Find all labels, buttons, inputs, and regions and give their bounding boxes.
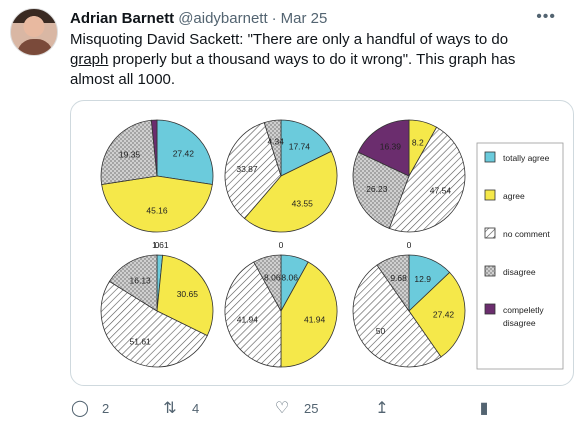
hashtag-link[interactable]: graph bbox=[70, 51, 109, 68]
analytics-button[interactable]: ▮ bbox=[474, 398, 494, 418]
pie-slice-disagree bbox=[253, 254, 282, 313]
pie-slice-no-comment bbox=[388, 126, 466, 233]
tweet-date[interactable]: Mar 25 bbox=[280, 9, 328, 27]
like-button[interactable]: ♡ 25 bbox=[272, 398, 319, 418]
pie-5: 8.06 41.94 41.94 8.06 0 bbox=[224, 240, 338, 368]
pie-data-label: 26.23 bbox=[366, 184, 388, 194]
pie-data-label: 16.13 bbox=[130, 276, 152, 286]
pie-slice-disagree bbox=[352, 151, 410, 229]
pie-data-label: 33.87 bbox=[236, 164, 258, 174]
pie-slice-agree bbox=[101, 175, 213, 233]
legend-swatch-totally-agree bbox=[484, 151, 496, 163]
pie-data-label: 43.55 bbox=[292, 198, 314, 208]
pie-slice-disagree bbox=[108, 254, 158, 312]
pie-slice-no-comment bbox=[352, 264, 442, 368]
legend-swatch-no-comment bbox=[484, 227, 496, 239]
pie-slice-agree bbox=[280, 261, 338, 368]
pie-data-label: 1.61 bbox=[152, 240, 169, 250]
pie-chart-figure: 27.42 45.16 19.35 17.74 43.55 33.87 4.34 8.2 47.… bbox=[100, 119, 564, 370]
pie-slice-totally-agree bbox=[156, 119, 214, 185]
pie-2: 17.74 43.55 33.87 4.34 bbox=[224, 119, 338, 233]
pie-4: 1.61 30.65 51.61 16.13 0 bbox=[100, 240, 214, 368]
pie-data-label: 0 bbox=[407, 240, 412, 250]
pie-slice-disagree bbox=[263, 119, 282, 177]
share-button[interactable]: ↥ bbox=[372, 398, 392, 418]
legend-label: disagree bbox=[503, 267, 536, 277]
pie-data-label: 41.94 bbox=[304, 315, 326, 325]
more-icon[interactable]: ••• bbox=[536, 8, 556, 25]
legend-label: compeletly bbox=[503, 305, 544, 315]
author-handle[interactable]: @aidybarnett bbox=[178, 9, 268, 27]
pie-slice-completely-disagree bbox=[150, 119, 158, 177]
legend-swatch-disagree bbox=[484, 265, 496, 277]
retweet-count: 4 bbox=[192, 400, 200, 416]
pie-data-label: 27.42 bbox=[173, 148, 195, 158]
share-icon: ↥ bbox=[375, 400, 389, 417]
pie-slice-agree bbox=[156, 254, 214, 337]
legend-box bbox=[476, 142, 564, 370]
pie-data-label: 9.68 bbox=[390, 273, 407, 283]
pie-slice-totally-agree bbox=[280, 119, 332, 177]
tweet-image[interactable]: 27.42 45.16 19.35 17.74 43.55 33.87 4.34 8.2 47.… bbox=[70, 100, 574, 386]
legend-label: no comment bbox=[503, 229, 550, 239]
pie-6: 12.9 27.42 50 9.68 0 bbox=[352, 240, 466, 368]
pie-data-label: 0 bbox=[279, 240, 284, 250]
pie-data-label: 27.42 bbox=[433, 310, 455, 320]
pie-slice-no-comment bbox=[224, 122, 282, 220]
tweet-text: Misquoting David Sackett: "There are onl… bbox=[70, 30, 550, 90]
pie-slice-agree bbox=[243, 150, 338, 233]
retweet-button[interactable]: ⇅ 4 bbox=[160, 398, 199, 418]
tweet-header: Adrian Barnett @aidybarnett · Mar 25 bbox=[70, 8, 327, 28]
separator-dot: · bbox=[271, 9, 277, 27]
reply-button[interactable]: ◯ 2 bbox=[70, 398, 109, 418]
pie-slice-agree bbox=[408, 271, 466, 358]
pie-data-label: 0 bbox=[155, 240, 160, 250]
legend-label: disagree bbox=[503, 318, 536, 328]
legend-swatch-agree bbox=[484, 189, 496, 201]
pie-data-label: 41.94 bbox=[237, 315, 259, 325]
tweet-text-part: Misquoting David Sackett: "There are onl… bbox=[70, 31, 509, 48]
pie-3: 8.2 47.54 26.23 16.39 bbox=[352, 119, 466, 233]
pie-data-label: 50 bbox=[376, 326, 386, 336]
retweet-icon: ⇅ bbox=[163, 400, 177, 417]
pie-1: 27.42 45.16 19.35 bbox=[100, 119, 214, 233]
analytics-icon: ▮ bbox=[479, 400, 489, 417]
pie-data-label: 45.16 bbox=[146, 206, 168, 216]
pie-slice-disagree bbox=[100, 119, 158, 185]
pie-data-label: 8.06 bbox=[281, 272, 298, 282]
reply-count: 2 bbox=[102, 400, 110, 416]
pie-data-label: 4.34 bbox=[267, 137, 284, 147]
pie-data-label: 30.65 bbox=[177, 289, 199, 299]
tweet-text-part: properly but a thousand ways to do it wr… bbox=[70, 51, 516, 88]
heart-icon: ♡ bbox=[274, 400, 290, 417]
pie-data-label: 12.9 bbox=[414, 274, 431, 284]
avatar[interactable] bbox=[10, 8, 58, 56]
pie-slice-completely-disagree bbox=[357, 119, 410, 177]
like-count: 25 bbox=[304, 400, 319, 416]
action-bar: ◯ 2 ⇅ 4 ♡ 25 ↥ ▮ bbox=[70, 398, 510, 420]
author-name[interactable]: Adrian Barnett bbox=[70, 9, 175, 27]
pie-data-label: 17.74 bbox=[289, 142, 311, 152]
reply-icon: ◯ bbox=[71, 400, 89, 417]
legend-swatch-completely-disagree bbox=[484, 303, 496, 315]
pie-data-label: 8.06 bbox=[264, 272, 281, 282]
pie-data-label: 19.35 bbox=[119, 150, 141, 160]
pie-data-label: 16.39 bbox=[380, 142, 402, 152]
pie-slice-no-comment bbox=[224, 261, 282, 368]
pie-data-label: 51.61 bbox=[130, 336, 152, 346]
legend-label: agree bbox=[503, 191, 525, 201]
pie-data-label: 8.2 bbox=[412, 137, 424, 147]
pie-slice-disagree bbox=[376, 254, 410, 313]
pie-slice-no-comment bbox=[100, 280, 208, 368]
legend-label: totally agree bbox=[503, 153, 550, 163]
pie-data-label: 47.54 bbox=[430, 186, 452, 196]
